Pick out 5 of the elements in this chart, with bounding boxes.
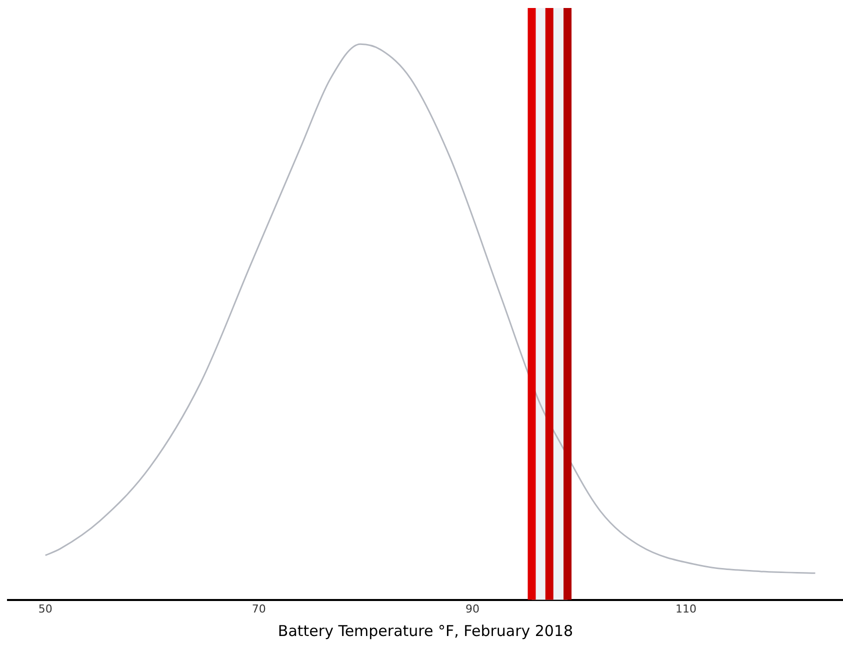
x-tick-label: 110 — [676, 602, 697, 616]
x-axis-title: Battery Temperature °F, February 2018 — [278, 622, 574, 640]
x-tick-label: 70 — [252, 602, 266, 616]
x-tick-label: 50 — [38, 602, 52, 616]
x-tick-label: 90 — [465, 602, 480, 616]
